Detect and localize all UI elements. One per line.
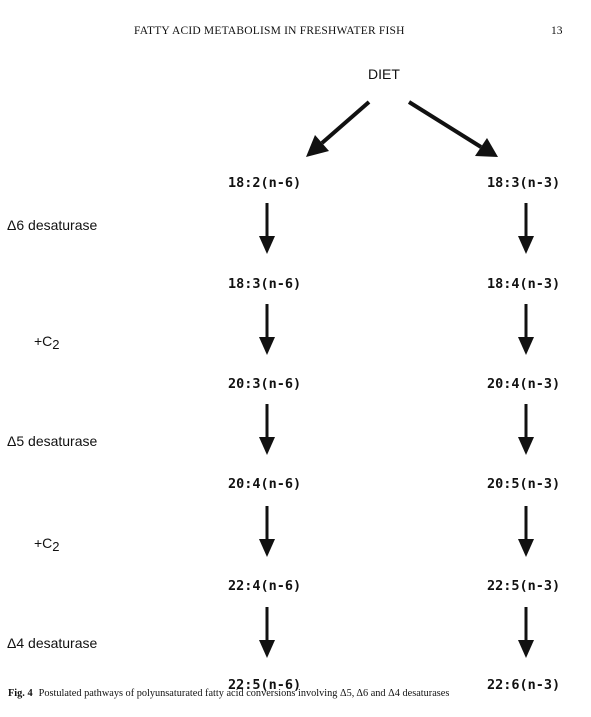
n6-acid-5: 22:5(n-6) [228,677,302,693]
arrow-n3-step-3 [518,404,534,455]
arrow-n6-step-5 [259,607,275,658]
n6-acid-3: 20:4(n-6) [228,476,302,492]
arrow-n6-step-1 [259,203,275,254]
n3-acid-2: 20:4(n-3) [487,376,561,392]
arrow-n3-step-1 [518,203,534,254]
figure-label: Fig. 4 [8,688,33,699]
step-label-text: Δ4 desaturase [7,635,98,651]
n3-acid-3: 20:5(n-3) [487,476,561,492]
arrow-diet-to-n3 [407,100,498,157]
caption-text: Postulated pathways of polyunsaturated f… [38,688,450,699]
step-label-subscript: 2 [52,337,60,352]
figure-caption: Fig. 4 Postulated pathways of polyunsatur… [8,688,588,699]
step-label-text: Δ6 desaturase [7,217,98,233]
n6-acid-0: 18:2(n-6) [228,175,302,191]
n3-acid-5: 22:6(n-3) [487,677,561,693]
step-label-text: +C [34,535,53,551]
n3-acid-4: 22:5(n-3) [487,578,561,594]
diet-node: DIET [368,66,400,82]
step-label-elongation-1: +C2 [34,333,60,352]
step-label-text: +C [34,333,53,349]
step-label-subscript: 2 [52,539,60,554]
n3-acid-0: 18:3(n-3) [487,175,561,191]
step-label-text: Δ5 desaturase [7,433,98,449]
page-number: 13 [551,25,563,37]
n6-acid-1: 18:3(n-6) [228,276,302,292]
step-label-delta4-desaturase: Δ4 desaturase [7,635,97,654]
step-label-elongation-2: +C2 [34,535,60,554]
n6-acid-4: 22:4(n-6) [228,578,302,594]
arrow-n3-step-5 [518,607,534,658]
step-label-delta5-desaturase: Δ5 desaturase [7,433,97,452]
arrow-diet-to-n6 [306,100,371,157]
n6-acid-2: 20:3(n-6) [228,376,302,392]
step-label-delta6-desaturase: Δ6 desaturase [7,217,97,236]
arrow-n3-step-2 [518,304,534,355]
arrow-n3-step-4 [518,506,534,557]
arrow-n6-step-3 [259,404,275,455]
arrow-n6-step-2 [259,304,275,355]
arrow-n6-step-4 [259,506,275,557]
n3-acid-1: 18:4(n-3) [487,276,561,292]
running-head: FATTY ACID METABOLISM IN FRESHWATER FISH [134,25,405,37]
